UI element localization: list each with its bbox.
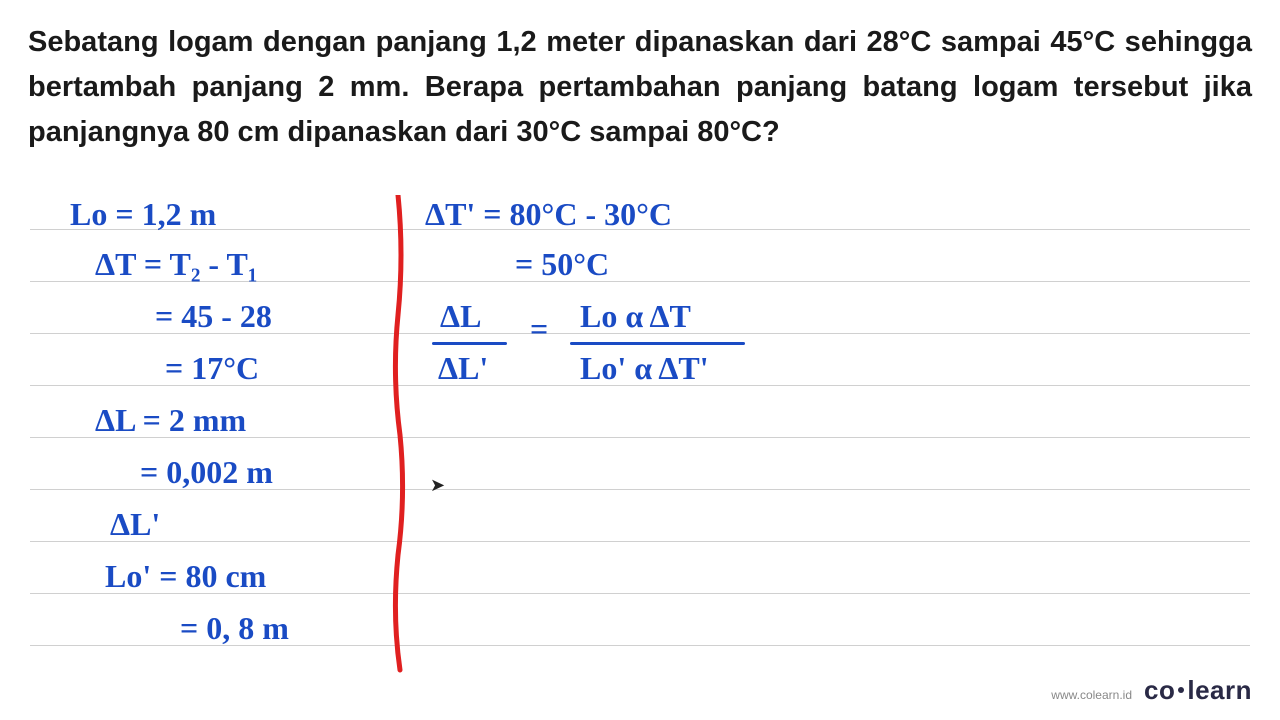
hand-dt-val1: = 45 - 28 [155, 300, 272, 332]
hand-dl: ΔL = 2 mm [95, 404, 246, 436]
hand-frac-eq: = [530, 313, 548, 345]
hand-dl-val: = 0,002 m [140, 456, 273, 488]
question-text: Sebatang logam dengan panjang 1,2 meter … [0, 0, 1280, 165]
cursor-icon: ➤ [430, 475, 445, 496]
hand-frac-num-left: ΔL [440, 300, 481, 332]
brand-logo: colearn [1144, 675, 1252, 706]
hand-frac-num-right: Lo α ΔT [580, 300, 691, 332]
footer: www.colearn.id colearn [1051, 675, 1252, 706]
brand-left: co [1144, 675, 1175, 705]
hand-dt: ΔT = T₂ - T₁ [95, 248, 257, 280]
hand-dlp: ΔL' [110, 508, 160, 540]
brand-right: learn [1187, 675, 1252, 705]
footer-url: www.colearn.id [1051, 688, 1132, 702]
frac-line-left [432, 342, 507, 345]
worksheet-area: Lo = 1,2 m ΔT = T₂ - T₁ = 45 - 28 = 17°C… [0, 195, 1280, 720]
brand-dot-icon [1178, 687, 1184, 693]
hand-l0: Lo = 1,2 m [70, 198, 216, 230]
frac-line-right [570, 342, 745, 345]
hand-frac-den-right: Lo' α ΔT' [580, 352, 709, 384]
hand-dtp-val: = 50°C [515, 248, 609, 280]
vertical-divider [390, 195, 396, 675]
hand-frac-den-left: ΔL' [438, 352, 488, 384]
hand-dt-val2: = 17°C [165, 352, 259, 384]
hand-dtp: ΔT' = 80°C - 30°C [425, 198, 672, 230]
hand-l0p-val: = 0, 8 m [180, 612, 289, 644]
hand-l0p: Lo' = 80 cm [105, 560, 266, 592]
rule-line [30, 541, 1250, 542]
